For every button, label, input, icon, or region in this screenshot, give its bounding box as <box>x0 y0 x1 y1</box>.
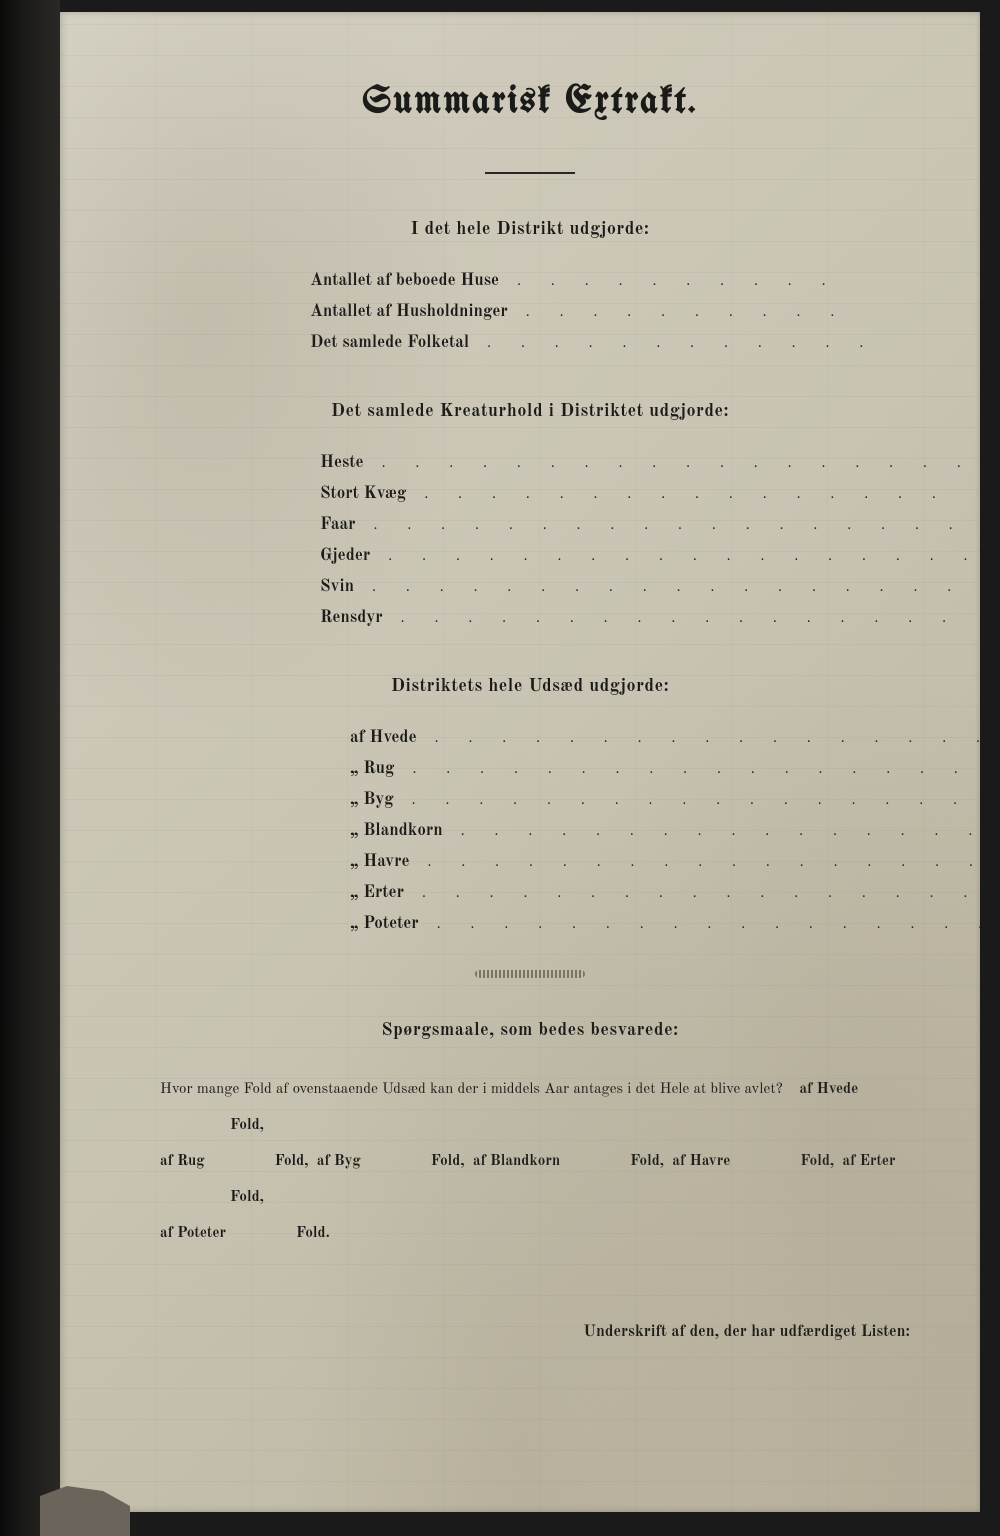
q-rye: af Rug <box>160 1154 205 1169</box>
q-peas: af Erter <box>843 1154 896 1169</box>
row-dots: . . . . . . . . . . <box>499 274 838 291</box>
row-label: Gjeder <box>320 546 370 567</box>
row-cattle: Stort Kvæg . . . . . . . . . . . . . . .… <box>320 484 930 510</box>
row-dots: . . . . . . . . . . . . . . . . . . . <box>354 580 998 597</box>
section3-heading: Distriktets hele Udsæd udgjorde: <box>130 676 930 698</box>
row-label: Stort Kvæg <box>320 484 406 505</box>
q-fold: Fold. <box>296 1226 330 1241</box>
q-mixed: af Blandkorn <box>473 1154 560 1169</box>
row-label: Faar <box>320 515 356 536</box>
row-dots: . . . . . . . . . . <box>508 305 847 322</box>
q-oats: af Havre <box>672 1154 730 1169</box>
q-fold: Fold, <box>275 1154 309 1169</box>
row-label: „ Havre <box>350 852 410 873</box>
row-dots: . . . . . . . . . . . . <box>469 336 876 353</box>
row-label: Antallet af Husholdninger <box>310 302 508 323</box>
row-dots: . . . . . . . . . . . . . . . . . . <box>370 549 980 566</box>
row-label: „ Byg <box>350 790 394 811</box>
row-dots: . . . . . . . . . . . . . . . . . . <box>417 731 1000 748</box>
q-fold: Fold, <box>431 1154 465 1169</box>
row-dots: . . . . . . . . . . . . . . . . <box>406 487 949 504</box>
row-label: „ Erter <box>350 883 404 904</box>
row-label: „ Rug <box>350 759 394 780</box>
row-peas: „ Erter . . . . . . . . . . . . . . . . … <box>350 883 930 909</box>
row-goats: Gjeder . . . . . . . . . . . . . . . . .… <box>320 546 930 572</box>
row-reindeer: Rensdyr . . . . . . . . . . . . . . . . … <box>320 608 930 634</box>
row-population: Det samlede Folketal . . . . . . . . . .… <box>310 333 930 359</box>
section3-list: af Hvede . . . . . . . . . . . . . . . .… <box>130 728 930 940</box>
questions-heading: Spørgsmaale, som bedes besvarede: <box>130 1020 930 1042</box>
wavy-divider-icon <box>475 970 585 978</box>
section2-heading: Det samlede Kreaturhold i Distriktet udg… <box>130 401 930 423</box>
row-label: „ Poteter <box>350 914 419 935</box>
row-potatoes: „ Poteter . . . . . . . . . . . . . . . … <box>350 914 930 940</box>
row-dots: . . . . . . . . . . . . . . . . . <box>443 824 1000 841</box>
questions-paragraph: Hvor mange Fold af ovenstaaende Udsæd ka… <box>130 1072 930 1252</box>
row-dots: . . . . . . . . . . . . . . . . . . <box>364 456 974 473</box>
row-dots: . . . . . . . . . . . . . . . . . <box>383 611 959 628</box>
row-mixed-grain: „ Blandkorn . . . . . . . . . . . . . . … <box>350 821 930 847</box>
signature-line: Underskrift af den, der har udfærdiget L… <box>130 1322 910 1342</box>
section1-heading: I det hele Distrikt udgjorde: <box>130 219 930 241</box>
row-horses: Heste . . . . . . . . . . . . . . . . . … <box>320 453 930 479</box>
row-dots: . . . . . . . . . . . . . . . . . . . <box>410 855 1000 872</box>
book-binding <box>0 0 60 1536</box>
document-page: Summarisk Extrakt. I det hele Distrikt u… <box>60 12 980 1512</box>
q-fold: Fold, <box>630 1154 664 1169</box>
row-households: Antallet af Husholdninger . . . . . . . … <box>310 302 930 328</box>
title-rule <box>485 172 575 174</box>
row-label: Rensdyr <box>320 608 383 629</box>
row-rye: „ Rug . . . . . . . . . . . . . . . . . … <box>350 759 930 785</box>
row-label: Heste <box>320 453 364 474</box>
page-title: Summarisk Extrakt. <box>130 82 930 122</box>
row-barley: „ Byg . . . . . . . . . . . . . . . . . … <box>350 790 930 816</box>
row-dots: . . . . . . . . . . . . . . . . . . . <box>404 886 1000 903</box>
row-oats: „ Havre . . . . . . . . . . . . . . . . … <box>350 852 930 878</box>
q-wheat: af Hvede <box>799 1082 858 1097</box>
row-dots: . . . . . . . . . . . . . . . . . . . . <box>394 762 1000 779</box>
row-label: „ Blandkorn <box>350 821 443 842</box>
row-label: Antallet af beboede Huse <box>310 271 499 292</box>
row-pigs: Svin . . . . . . . . . . . . . . . . . .… <box>320 577 930 603</box>
q-fold: Fold, <box>230 1118 264 1133</box>
row-dots: . . . . . . . . . . . . . . . . . . <box>419 917 1000 934</box>
section2-list: Heste . . . . . . . . . . . . . . . . . … <box>130 453 930 634</box>
row-label: af Hvede <box>350 728 417 749</box>
row-label: Svin <box>320 577 354 598</box>
row-dots: . . . . . . . . . . . . . . . . . . . . <box>394 793 1000 810</box>
section1-list: Antallet af beboede Huse . . . . . . . .… <box>130 271 930 359</box>
row-houses: Antallet af beboede Huse . . . . . . . .… <box>310 271 930 297</box>
q-fold: Fold, <box>800 1154 834 1169</box>
question-intro: Hvor mange Fold af ovenstaaende Udsæd ka… <box>160 1082 783 1097</box>
row-label: Det samlede Folketal <box>310 333 469 354</box>
row-wheat: af Hvede . . . . . . . . . . . . . . . .… <box>350 728 930 754</box>
q-barley: af Byg <box>317 1154 361 1169</box>
row-sheep: Faar . . . . . . . . . . . . . . . . . .… <box>320 515 930 541</box>
row-dots: . . . . . . . . . . . . . . . . . . . <box>356 518 1000 535</box>
q-potatoes: af Poteter <box>160 1226 226 1241</box>
q-fold: Fold, <box>230 1190 264 1205</box>
